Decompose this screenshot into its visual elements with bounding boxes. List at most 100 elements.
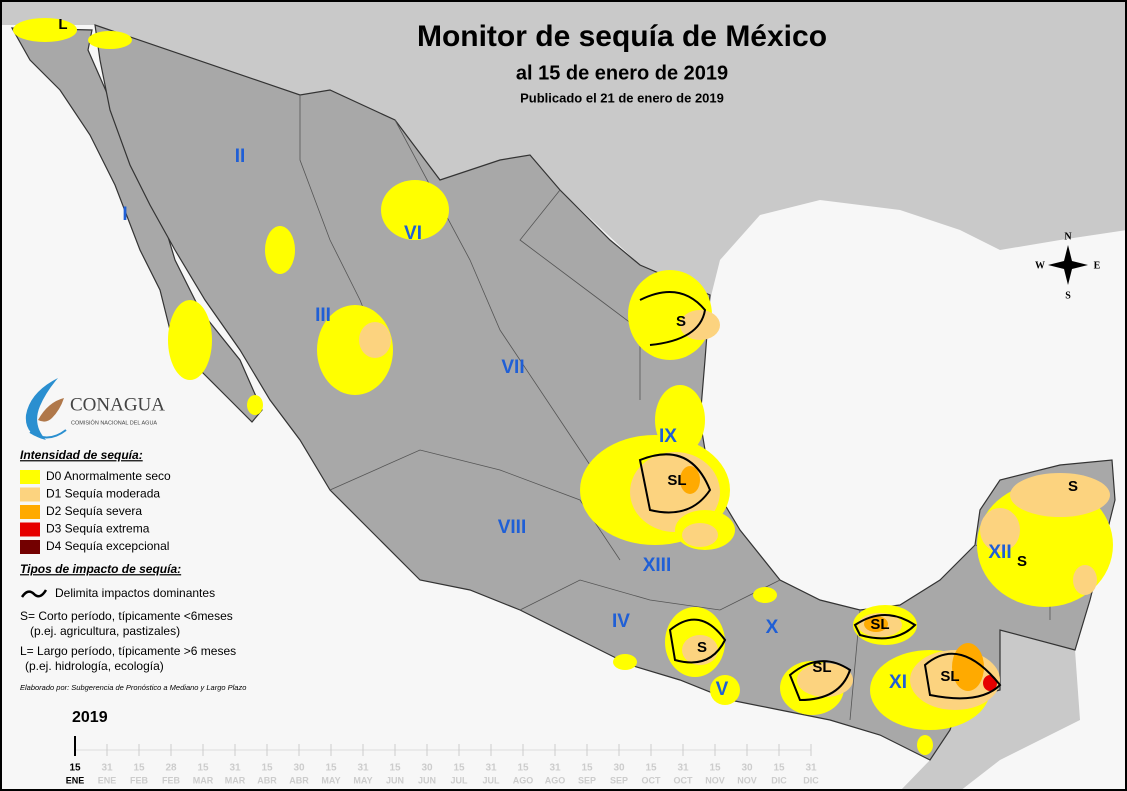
timeline-month: ENE — [66, 775, 85, 785]
map-subtitle: al 15 de enero de 2019 — [516, 62, 728, 84]
compass-n: N — [1064, 231, 1072, 242]
timeline-month: MAR — [193, 775, 214, 785]
timeline-month: FEB — [162, 775, 181, 785]
timeline-day: 30 — [741, 763, 753, 774]
timeline-month: ENE — [98, 775, 117, 785]
drought-area — [1010, 473, 1110, 517]
region-label: V — [716, 679, 729, 700]
credit: Elaborado por: Subgerencia de Pronóstico… — [20, 683, 246, 692]
timeline-day: 15 — [69, 763, 81, 774]
drought-area — [359, 322, 391, 358]
timeline-day: 31 — [485, 763, 497, 774]
timeline-month: DIC — [803, 775, 819, 785]
long-term: L= Largo período, típicamente >6 meses — [20, 644, 236, 658]
timeline-month: AGO — [513, 775, 534, 785]
drought-area — [613, 654, 637, 670]
legend-swatch — [20, 540, 40, 554]
region-label: II — [235, 146, 246, 167]
legend-swatch — [20, 523, 40, 537]
compass-e: E — [1094, 260, 1101, 271]
publication-date: Publicado el 21 de enero de 2019 — [520, 90, 724, 105]
impact-label: S — [1068, 478, 1078, 495]
drought-area — [265, 226, 295, 274]
timeline-day: 31 — [229, 763, 241, 774]
timeline-day: 15 — [517, 763, 529, 774]
timeline-month: NOV — [737, 775, 757, 785]
timeline-day: 15 — [133, 763, 145, 774]
impact-label: SL — [940, 668, 959, 685]
timeline-month: JUL — [482, 775, 500, 785]
drought-area — [753, 587, 777, 603]
timeline-day: 15 — [773, 763, 785, 774]
drought-area — [247, 395, 263, 415]
legend-swatch — [20, 505, 40, 519]
timeline-month: JUN — [386, 775, 404, 785]
timeline-month: ABR — [257, 775, 277, 785]
legend-label: D4 Sequía excepcional — [46, 539, 169, 553]
timeline-month: MAR — [225, 775, 246, 785]
impact-label: L — [58, 16, 67, 33]
timeline-month: JUN — [418, 775, 436, 785]
short-term: S= Corto período, típicamente <6meses — [20, 609, 233, 623]
timeline-month: OCT — [642, 775, 662, 785]
timeline-month: SEP — [578, 775, 596, 785]
logo-tagline: COMISIÓN NACIONAL DEL AGUA — [71, 419, 157, 426]
timeline-day: 31 — [677, 763, 689, 774]
impact-label: SL — [667, 472, 686, 489]
compass-w: W — [1035, 260, 1045, 271]
region-label: I — [122, 204, 127, 225]
region-label: III — [315, 305, 331, 326]
timeline-day: 15 — [709, 763, 721, 774]
region-label: VI — [404, 223, 422, 244]
timeline-day: 28 — [165, 763, 177, 774]
compass-s: S — [1065, 290, 1071, 301]
impact-title: Tipos de impacto de sequía: — [20, 562, 181, 576]
timeline-day: 31 — [101, 763, 113, 774]
timeline-day: 15 — [453, 763, 465, 774]
timeline-day: 15 — [325, 763, 337, 774]
impact-label: S — [676, 313, 686, 330]
impact-label: S — [1017, 553, 1027, 570]
timeline-day: 15 — [389, 763, 401, 774]
long-term-examples: (p.ej. hidrología, ecología) — [25, 659, 164, 673]
timeline-month: MAY — [353, 775, 372, 785]
timeline-day: 31 — [549, 763, 561, 774]
timeline-month: MAY — [321, 775, 340, 785]
timeline-day: 15 — [645, 763, 657, 774]
region-label: XII — [988, 542, 1011, 563]
timeline-month: SEP — [610, 775, 628, 785]
region-label: VII — [501, 357, 524, 378]
legend-label: D3 Sequía extrema — [46, 522, 150, 536]
region-label: IV — [612, 611, 630, 632]
short-term-examples: (p.ej. agricultura, pastizales) — [30, 624, 180, 638]
timeline-day: 30 — [421, 763, 433, 774]
drought-area — [168, 300, 212, 380]
timeline-day: 31 — [357, 763, 369, 774]
timeline-day: 31 — [805, 763, 817, 774]
legend-label: D0 Anormalmente seco — [46, 469, 171, 483]
timeline-month: DIC — [771, 775, 787, 785]
timeline-day: 15 — [261, 763, 273, 774]
logo-name: CONAGUA — [70, 394, 165, 415]
timeline-day: 15 — [197, 763, 209, 774]
timeline-day: 30 — [293, 763, 305, 774]
drought-area — [88, 31, 132, 49]
impact-label: S — [697, 639, 707, 656]
boundary-label: Delimita impactos dominantes — [55, 586, 215, 600]
legend-label: D1 Sequía moderada — [46, 487, 160, 501]
region-label: VIII — [498, 517, 527, 538]
timeline-year: 2019 — [72, 709, 108, 726]
timeline-month: ABR — [289, 775, 309, 785]
legend-title: Intensidad de sequía: — [20, 448, 143, 462]
region-label: IX — [659, 426, 677, 447]
drought-area — [1073, 565, 1097, 595]
map-title: Monitor de sequía de México — [417, 20, 827, 53]
legend-swatch — [20, 488, 40, 502]
region-label: XIII — [643, 555, 672, 576]
region-label: XI — [889, 672, 907, 693]
timeline-month: AGO — [545, 775, 566, 785]
timeline-month: FEB — [130, 775, 149, 785]
timeline-day: 30 — [613, 763, 625, 774]
timeline-day: 15 — [581, 763, 593, 774]
legend-swatch — [20, 470, 40, 484]
